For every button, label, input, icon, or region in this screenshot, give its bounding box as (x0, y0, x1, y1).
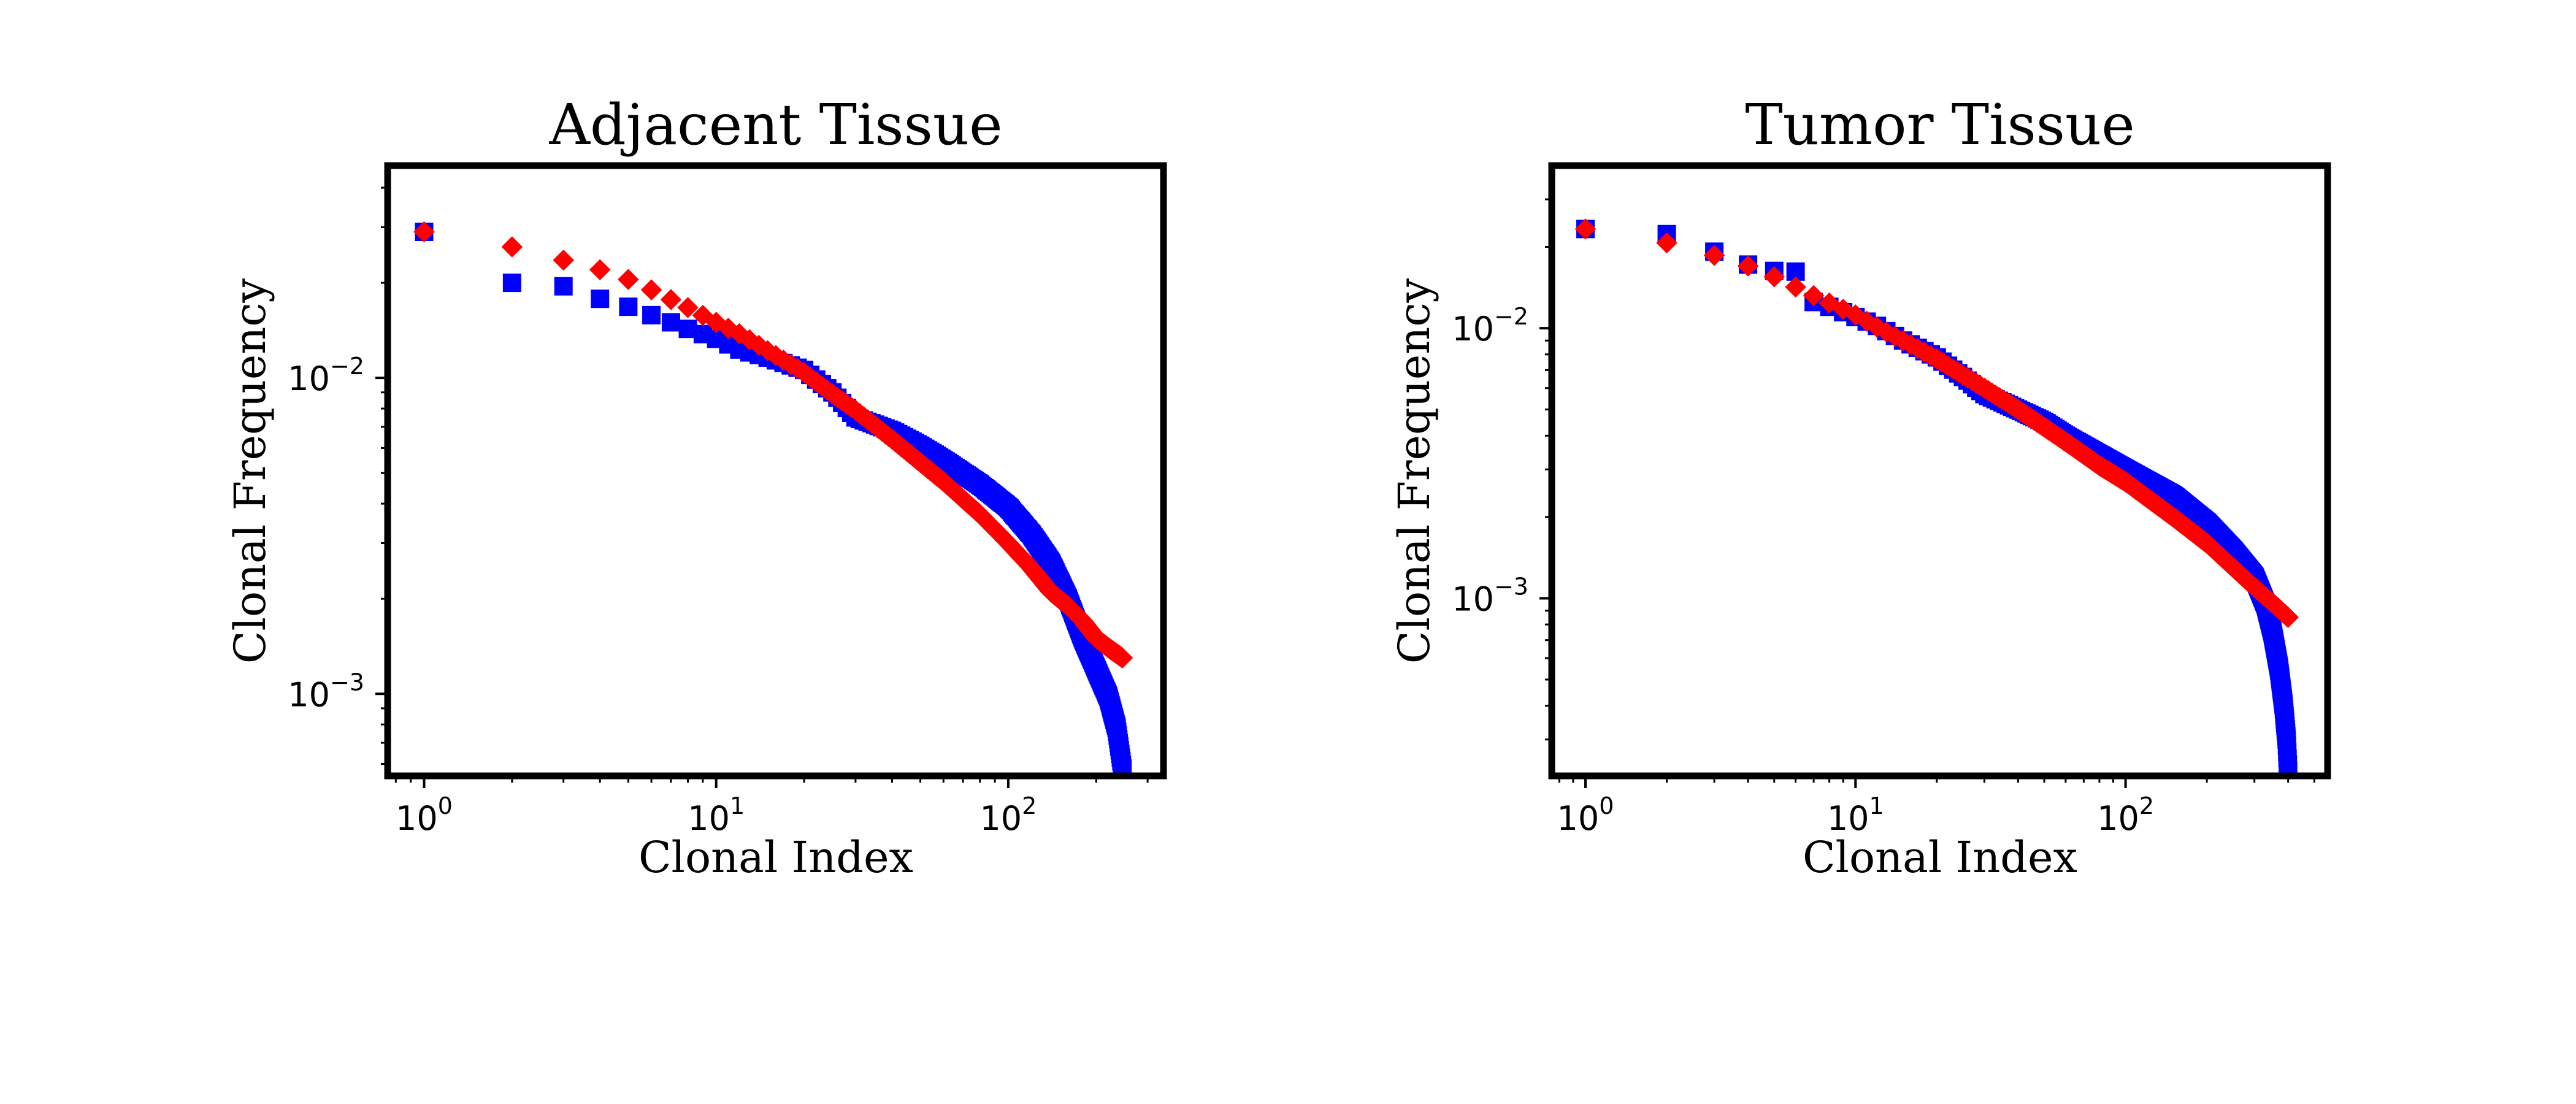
observed-series (1576, 220, 2298, 776)
data-point (1703, 245, 1725, 266)
data-point (1785, 276, 1806, 298)
data-point (2277, 607, 2299, 628)
chart-title: Tumor Tissue (1745, 92, 2134, 158)
data-point (1737, 255, 1759, 277)
plot-area (413, 221, 1133, 776)
data-point (619, 297, 638, 316)
x-tick-label: 101 (1827, 792, 1884, 838)
data-point (591, 289, 610, 309)
y-tick-label: 10−3 (1452, 573, 1528, 618)
y-tick-label: 10−2 (288, 353, 364, 398)
data-point (677, 297, 699, 318)
data-point (660, 289, 682, 310)
x-axis-ticks: 100 101 102 (394, 776, 1149, 838)
x-axis-label: Clonal Index (1803, 832, 2077, 883)
plot-area (1574, 218, 2299, 776)
x-tick-label: 100 (1557, 792, 1614, 838)
x-tick-label: 102 (979, 792, 1037, 838)
observed-series (415, 223, 1132, 776)
data-point (618, 269, 639, 290)
data-point (1111, 647, 1133, 669)
data-point (661, 313, 680, 332)
data-point (1574, 218, 1597, 240)
data-point (1763, 266, 1785, 288)
data-point (502, 274, 521, 293)
fitted-series (1574, 218, 2299, 628)
y-axis-label: Clonal Frequency (225, 278, 275, 664)
y-tick-label: 10−3 (288, 669, 364, 714)
y-axis-ticks: 10−2 10−3 (1452, 198, 1552, 741)
y-axis-ticks: 10−2 10−3 (288, 186, 388, 765)
plot-frame (1548, 162, 2331, 780)
chart-title: Adjacent Tissue (548, 92, 1002, 158)
fitted-series (413, 221, 1133, 669)
y-tick-label: 10−2 (1452, 303, 1528, 348)
x-tick-label: 102 (2097, 792, 2154, 838)
data-point (1656, 232, 1677, 254)
series-group (413, 221, 1133, 776)
data-point (554, 277, 573, 296)
data-point (640, 279, 662, 301)
data-point (589, 259, 611, 281)
series-group (1574, 218, 2299, 776)
y-axis-label: Clonal Frequency (1389, 278, 1439, 664)
data-point (2279, 761, 2298, 776)
x-tick-label: 101 (688, 792, 745, 838)
x-tick-label: 100 (396, 792, 453, 838)
data-point (501, 236, 523, 258)
x-axis-ticks: 100 101 102 (1557, 776, 2315, 838)
chart-panel-adjacent-tissue: Adjacent Tissue 100 101 102 10−2 10−3 Clona… (225, 92, 1167, 883)
x-axis-label: Clonal Index (638, 832, 913, 883)
data-point (413, 221, 435, 243)
chart-panel-tumor-tissue: Tumor Tissue 100 101 102 10−2 10−3 Clonal I… (1389, 92, 2331, 883)
data-point (1803, 285, 1825, 307)
plot-frame (384, 162, 1167, 780)
data-point (553, 249, 574, 271)
data-point (642, 305, 661, 324)
